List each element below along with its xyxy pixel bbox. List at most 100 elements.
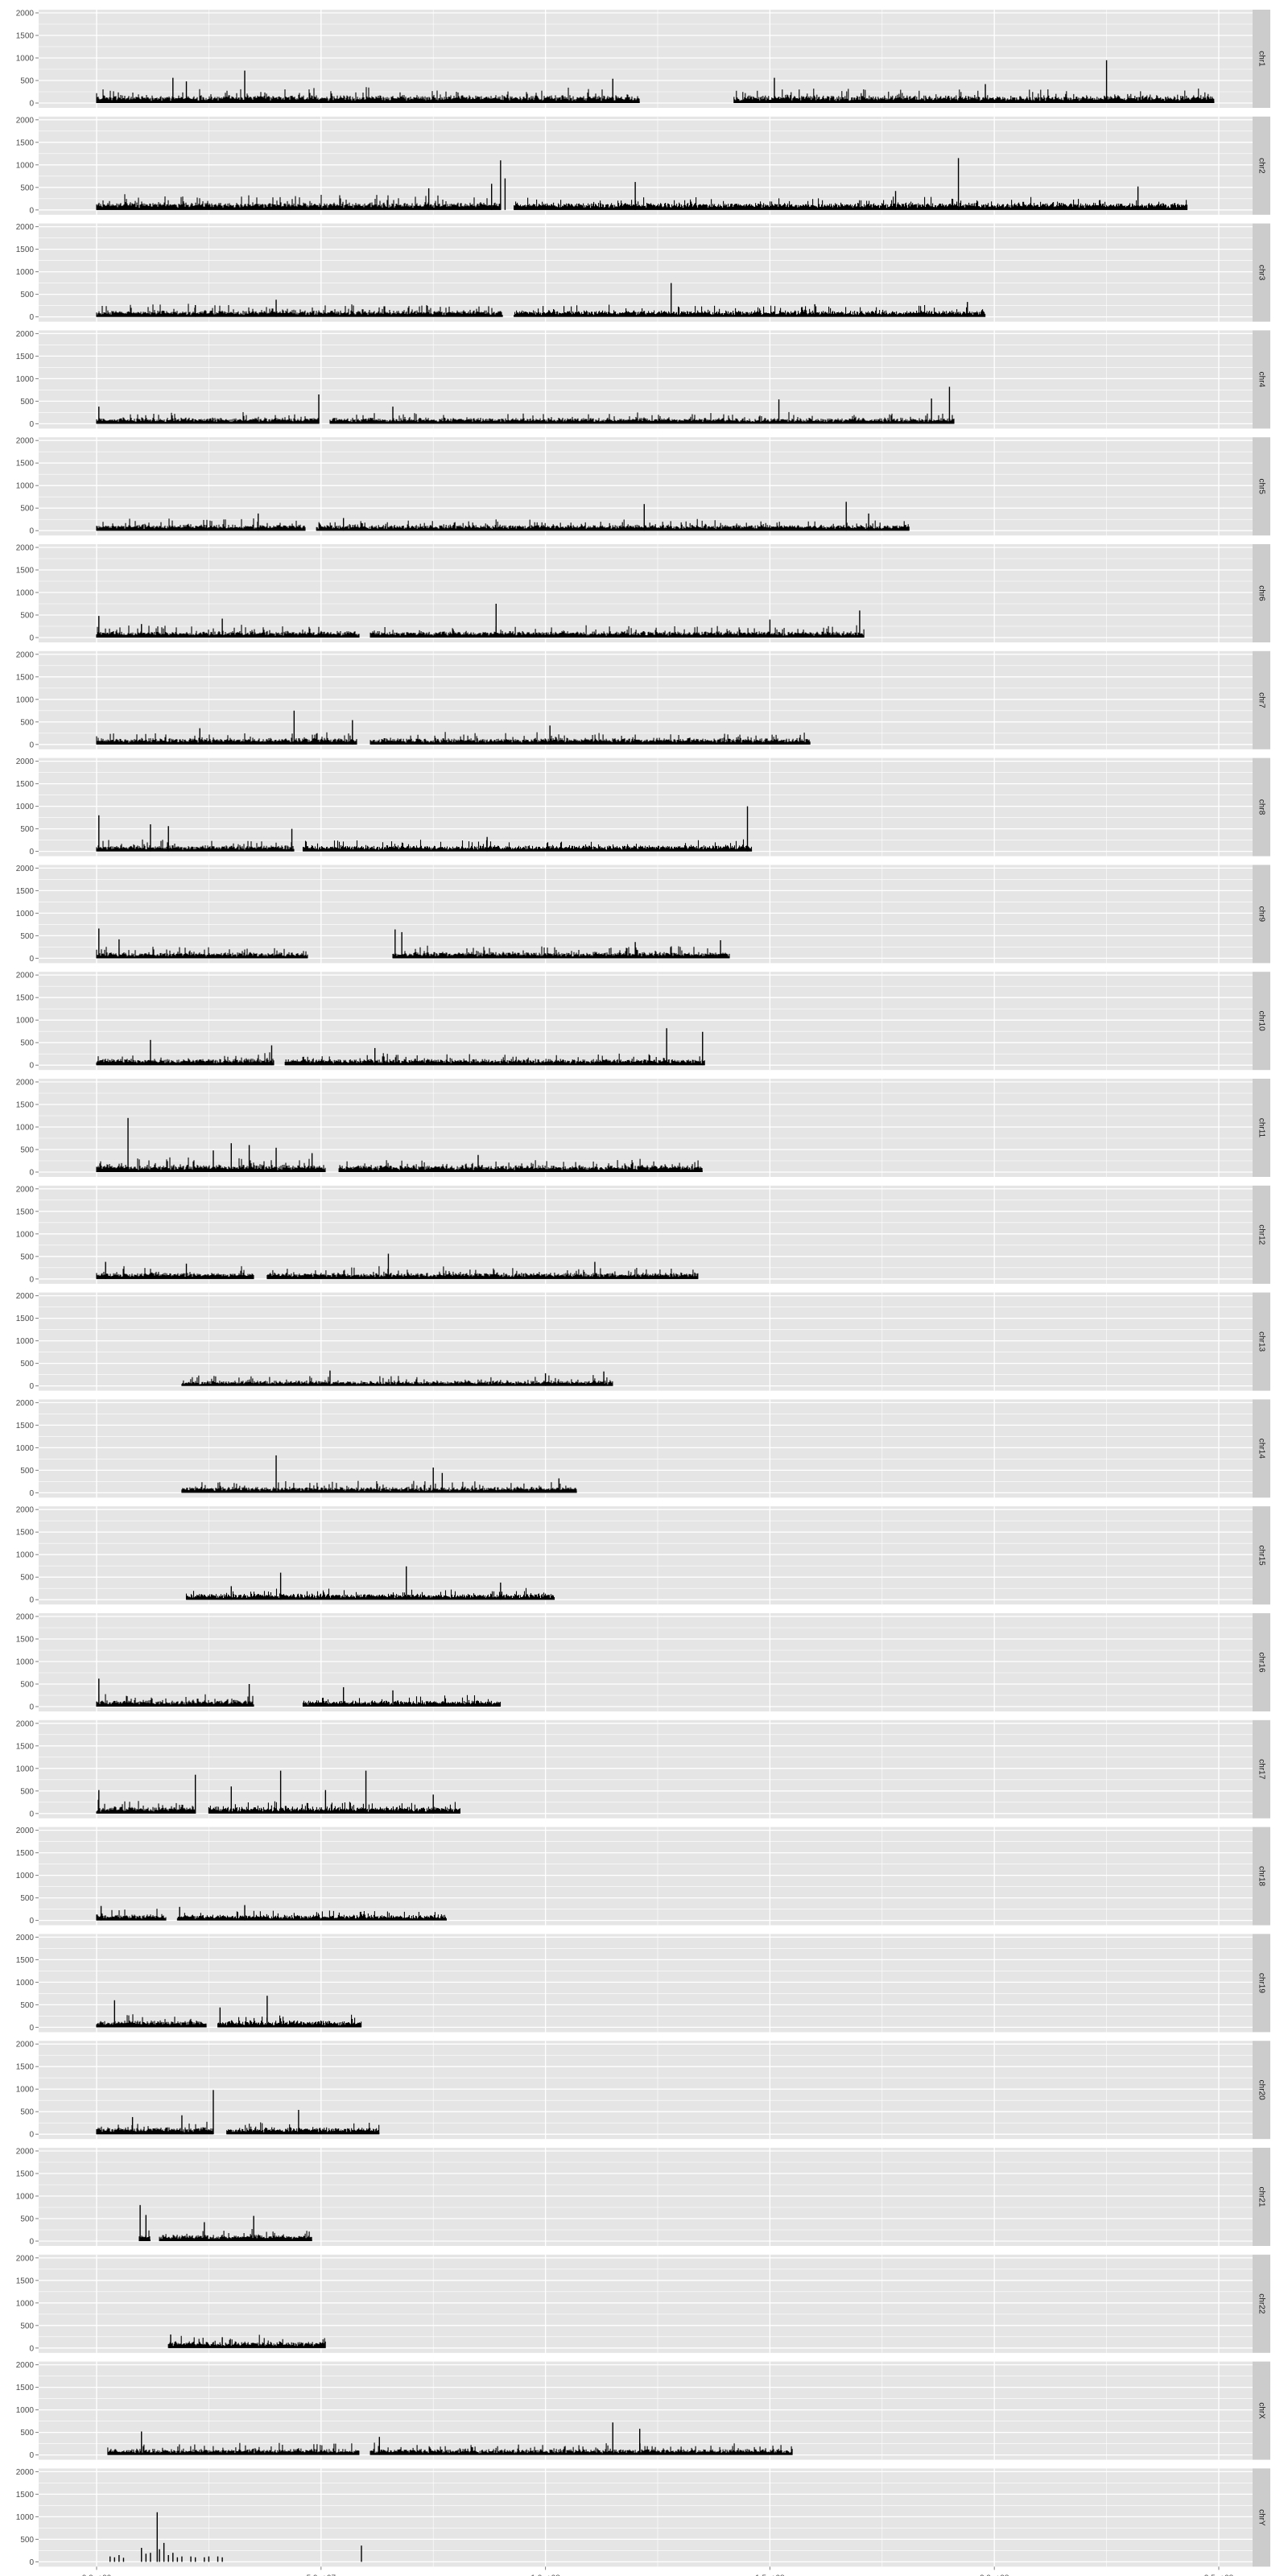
coverage-base (97, 956, 308, 959)
facet-strip-label: chr4 (1257, 372, 1265, 388)
y-tick-label: 1000 (16, 1551, 35, 1560)
facet-panel-chr14: 0 500 1000 1500 2000 chr14 (16, 1399, 1270, 1498)
panel-background (39, 223, 1253, 322)
coverage-base (97, 315, 503, 317)
facet-panel-chr18: 0 500 1000 1500 2000 chr18 (16, 1827, 1270, 1926)
y-tick-label: 1500 (16, 2491, 35, 2500)
y-tick-label: 2000 (16, 116, 35, 125)
y-tick-label: 2000 (16, 544, 35, 553)
y-tick-label: 2000 (16, 1185, 35, 1194)
panel-background (39, 1185, 1253, 1284)
facet-strip-label: chr12 (1257, 1224, 1265, 1245)
facet-strip-label: chrY (1257, 2509, 1265, 2526)
y-tick-label: 1000 (16, 1230, 35, 1239)
facet-panel-chr15: 0 500 1000 1500 2000 chr15 (16, 1506, 1270, 1605)
y-tick-label: 0 (29, 527, 34, 536)
facet-strip-label: chr13 (1257, 1331, 1265, 1352)
facet-strip (1253, 1506, 1270, 1605)
x-tick-label: 1.5e+08 (755, 2574, 785, 2576)
coverage-base (97, 2132, 213, 2135)
panel-background (39, 865, 1253, 964)
facet-strip (1253, 1934, 1270, 2033)
y-tick-label: 0 (29, 206, 34, 215)
y-tick-label: 0 (29, 2558, 34, 2567)
y-tick-label: 0 (29, 2344, 34, 2353)
y-tick-label: 500 (20, 2108, 34, 2117)
coverage-base (181, 1384, 613, 1386)
facet-strip-label: chr20 (1257, 2080, 1265, 2100)
y-tick-label: 500 (20, 2429, 34, 2438)
y-tick-label: 1500 (16, 1208, 35, 1216)
y-tick-label: 500 (20, 398, 34, 407)
x-tick-label: 2.5e+08 (1204, 2574, 1234, 2576)
facet-strip-label: chr7 (1257, 692, 1265, 708)
y-tick-label: 2000 (16, 1399, 35, 1408)
facet-strip-label: chr2 (1257, 158, 1265, 174)
coverage-base (370, 742, 811, 745)
facet-strip (1253, 2254, 1270, 2353)
coverage-base (514, 315, 986, 317)
coverage-base (97, 101, 640, 103)
y-tick-label: 500 (20, 291, 34, 299)
y-tick-label: 500 (20, 825, 34, 834)
coverage-base (733, 101, 1215, 103)
facet-strip-label: chr6 (1257, 585, 1265, 601)
y-tick-label: 0 (29, 848, 34, 857)
y-tick-label: 1000 (16, 1337, 35, 1346)
facet-strip-label: chr19 (1257, 1973, 1265, 1993)
facet-strip (1253, 223, 1270, 322)
y-tick-label: 500 (20, 1253, 34, 1261)
coverage-base (97, 742, 357, 745)
y-tick-label: 0 (29, 634, 34, 643)
y-tick-label: 2000 (16, 1827, 35, 1835)
y-tick-label: 1000 (16, 2193, 35, 2202)
facet-panel-chr2: 0 500 1000 1500 2000 chr2 (16, 116, 1270, 215)
facet-strip (1253, 1719, 1270, 1818)
y-tick-label: 2000 (16, 2361, 35, 2370)
facet-strip-label: chr11 (1257, 1118, 1265, 1138)
y-tick-label: 500 (20, 2322, 34, 2330)
y-tick-label: 500 (20, 1681, 34, 1690)
y-tick-label: 2000 (16, 2254, 35, 2263)
coverage-base (168, 2346, 326, 2348)
y-tick-label: 500 (20, 932, 34, 941)
panel-background (39, 1613, 1253, 1711)
facet-strip-label: chr14 (1257, 1439, 1265, 1459)
y-tick-label: 0 (29, 420, 34, 429)
y-tick-label: 1000 (16, 2406, 35, 2415)
facet-strip (1253, 2041, 1270, 2140)
panel-background (39, 1399, 1253, 1498)
x-tick-label: 1.0e+08 (530, 2574, 560, 2576)
facet-strip (1253, 1399, 1270, 1498)
facet-strip (1253, 2148, 1270, 2246)
x-tick-label: 2.0e+08 (980, 2574, 1009, 2576)
y-tick-label: 1000 (16, 268, 35, 277)
facet-panel-chr19: 0 500 1000 1500 2000 chr19 (16, 1934, 1270, 2033)
facet-strip (1253, 758, 1270, 857)
facet-strip (1253, 10, 1270, 108)
y-tick-label: 1500 (16, 138, 35, 147)
coverage-base (285, 1063, 705, 1066)
facet-strip (1253, 1185, 1270, 1284)
panel-background (39, 972, 1253, 1071)
facet-strip-label: chr3 (1257, 265, 1265, 281)
y-tick-label: 1000 (16, 2513, 35, 2522)
y-tick-label: 0 (29, 2238, 34, 2247)
facet-strip (1253, 2468, 1270, 2567)
y-tick-label: 1500 (16, 353, 35, 361)
y-tick-label: 500 (20, 77, 34, 86)
facet-panel-chr22: 0 500 1000 1500 2000 chr22 (16, 2254, 1270, 2353)
y-tick-label: 1000 (16, 55, 35, 64)
coverage-base (370, 635, 865, 638)
panel-background (39, 2254, 1253, 2353)
y-tick-label: 0 (29, 1489, 34, 1498)
y-tick-label: 0 (29, 1382, 34, 1391)
facet-panel-chr21: 0 500 1000 1500 2000 chr21 (16, 2148, 1270, 2247)
y-tick-label: 1500 (16, 1315, 35, 1323)
facet-panel-chrY: 0 500 1000 1500 2000 chrY (16, 2468, 1270, 2567)
y-tick-label: 2000 (16, 2041, 35, 2050)
y-tick-label: 500 (20, 184, 34, 192)
facet-strip (1253, 865, 1270, 964)
y-tick-label: 500 (20, 612, 34, 621)
coverage-base (159, 2239, 312, 2241)
